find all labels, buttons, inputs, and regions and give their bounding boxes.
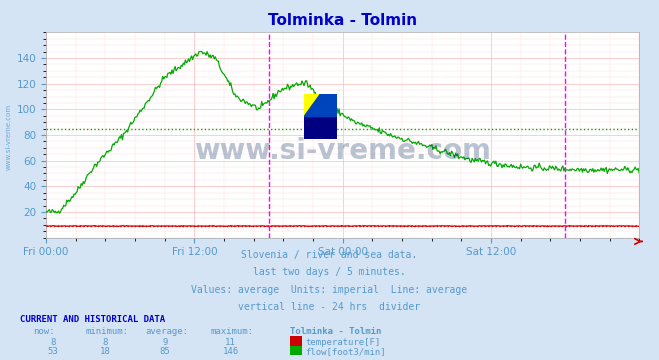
Text: www.si-vreme.com: www.si-vreme.com <box>194 138 491 165</box>
Text: 85: 85 <box>159 347 170 356</box>
Text: 8: 8 <box>103 338 108 347</box>
Text: CURRENT AND HISTORICAL DATA: CURRENT AND HISTORICAL DATA <box>20 315 165 324</box>
Text: minimum:: minimum: <box>86 327 129 336</box>
Text: 11: 11 <box>225 338 236 347</box>
Text: now:: now: <box>33 327 55 336</box>
Text: last two days / 5 minutes.: last two days / 5 minutes. <box>253 267 406 278</box>
Text: 18: 18 <box>100 347 111 356</box>
Text: average:: average: <box>145 327 188 336</box>
Text: vertical line - 24 hrs  divider: vertical line - 24 hrs divider <box>239 302 420 312</box>
Text: 9: 9 <box>162 338 167 347</box>
Text: www.si-vreme.com: www.si-vreme.com <box>5 104 12 170</box>
Text: 53: 53 <box>47 347 58 356</box>
Title: Tolminka - Tolmin: Tolminka - Tolmin <box>268 13 417 28</box>
Text: Values: average  Units: imperial  Line: average: Values: average Units: imperial Line: av… <box>191 285 468 295</box>
Text: Slovenia / river and sea data.: Slovenia / river and sea data. <box>241 250 418 260</box>
Text: maximum:: maximum: <box>211 327 254 336</box>
Text: 146: 146 <box>223 347 239 356</box>
Text: Tolminka - Tolmin: Tolminka - Tolmin <box>290 327 382 336</box>
Text: flow[foot3/min]: flow[foot3/min] <box>305 347 386 356</box>
Text: 8: 8 <box>50 338 55 347</box>
Text: temperature[F]: temperature[F] <box>305 338 380 347</box>
